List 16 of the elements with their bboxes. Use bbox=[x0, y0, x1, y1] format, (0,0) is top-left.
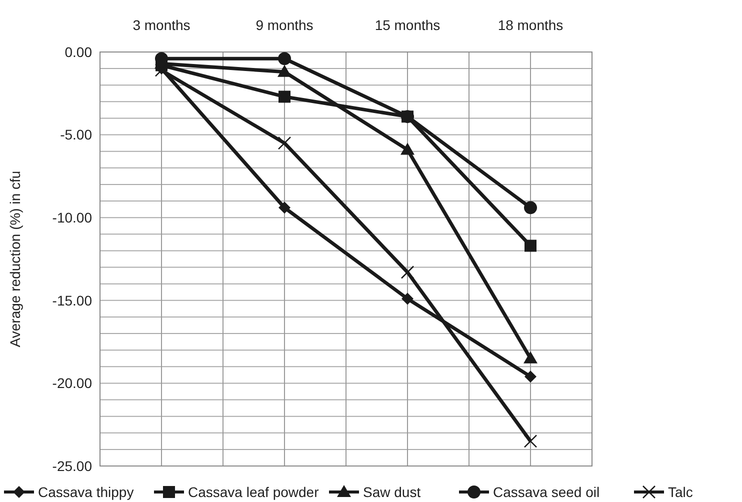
legend-label: Cassava thippy bbox=[38, 484, 134, 500]
x-tick-label: 9 months bbox=[256, 17, 314, 33]
y-tick-label: -10.00 bbox=[52, 210, 92, 226]
x-tick-label: 3 months bbox=[132, 17, 190, 33]
legend-label: Saw dust bbox=[363, 484, 421, 500]
legend-label: Talc bbox=[668, 484, 693, 500]
x-tick-label: 18 months bbox=[498, 17, 564, 33]
legend-label: Cassava leaf powder bbox=[188, 484, 320, 500]
legend-label: Cassava seed oil bbox=[493, 484, 600, 500]
y-tick-label: -20.00 bbox=[52, 375, 92, 392]
x-tick-label: 15 months bbox=[374, 17, 440, 33]
y-axis-title: Average reduction (%) in cfu bbox=[7, 170, 23, 348]
y-tick-label: -25.00 bbox=[52, 458, 92, 474]
y-tick-label: -15.00 bbox=[52, 292, 92, 308]
y-tick-label: 0.00 bbox=[64, 44, 92, 60]
y-tick-label: -5.00 bbox=[60, 126, 92, 143]
